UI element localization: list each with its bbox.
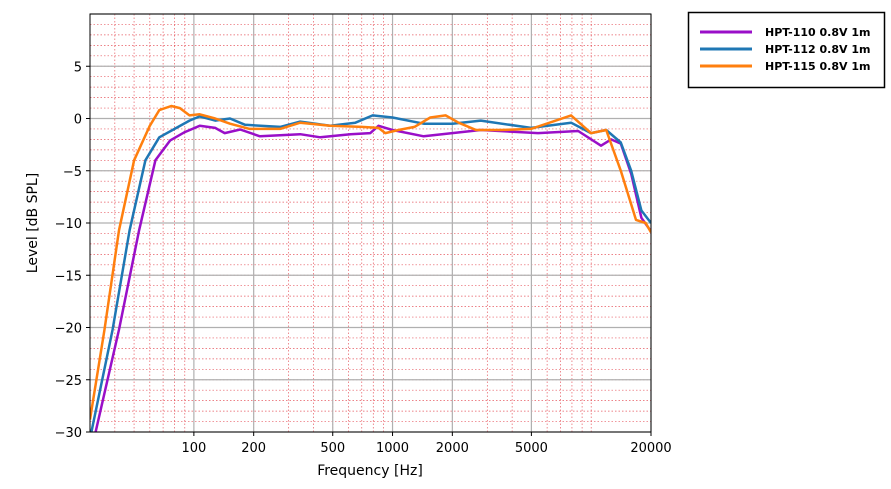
legend-entry: HPT-115 0.8V 1m <box>765 60 870 73</box>
y-axis-ticks: −30 −25 −20 −15 −10 −5 0 5 <box>55 60 90 441</box>
x-axis-ticks: 100 200 500 1000 2000 5000 20000 <box>181 432 672 456</box>
y-tick-label: −5 <box>63 165 82 180</box>
y-tick-label: 5 <box>74 60 82 75</box>
y-tick-label: −30 <box>55 426 82 441</box>
y-tick-label: −20 <box>55 322 82 337</box>
x-tick-label: 500 <box>320 441 345 456</box>
y-axis-label: Level [dB SPL] <box>25 173 41 273</box>
legend-entry: HPT-110 0.8V 1m <box>765 26 870 39</box>
legend-entry: HPT-112 0.8V 1m <box>765 43 870 56</box>
x-tick-label: 2000 <box>436 441 469 456</box>
series-lines <box>90 104 651 432</box>
series-line-hpt-112 <box>90 114 651 432</box>
x-tick-label: 5000 <box>515 441 548 456</box>
series-line-hpt-115 <box>90 104 651 420</box>
y-tick-label: 0 <box>74 113 82 128</box>
x-tick-label: 1000 <box>376 441 409 456</box>
y-tick-label: −25 <box>55 374 82 389</box>
x-tick-label: 200 <box>241 441 266 456</box>
y-tick-label: −15 <box>55 269 82 284</box>
x-axis-label: Frequency [Hz] <box>317 463 423 479</box>
x-tick-label: 100 <box>181 441 206 456</box>
x-tick-label: 20000 <box>630 441 671 456</box>
legend: HPT-110 0.8V 1m HPT-112 0.8V 1m HPT-115 0.… <box>687 11 886 89</box>
series-line-hpt-110 <box>94 124 651 432</box>
y-tick-label: −10 <box>55 217 82 232</box>
